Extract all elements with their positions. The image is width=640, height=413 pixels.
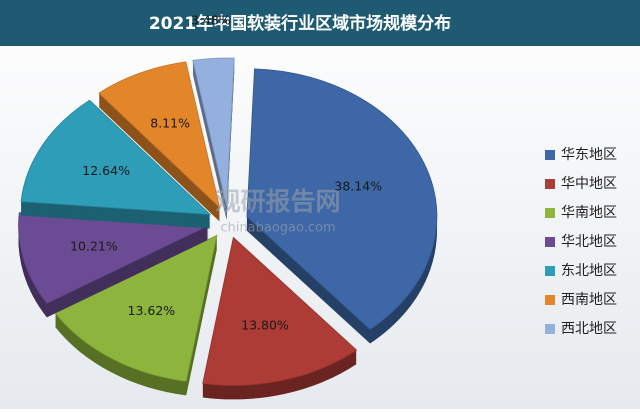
legend-swatch [545, 237, 555, 247]
slice [18, 212, 211, 304]
watermark: chinabaogao.com [220, 221, 335, 236]
legend-label: 华中地区 [561, 176, 617, 192]
watermark: 观研报告网 [215, 187, 340, 216]
legend-swatch [545, 324, 555, 334]
legend-label: 华东地区 [561, 147, 617, 163]
data-label: 10.21% [70, 238, 118, 253]
legend-label: 西南地区 [561, 292, 617, 308]
legend-swatch [545, 266, 555, 276]
legend-swatch [545, 295, 555, 305]
legend-label: 华北地区 [561, 234, 617, 250]
legend-label: 华南地区 [561, 205, 617, 221]
data-label: 8.11% [150, 116, 190, 131]
data-label: 13.80% [241, 317, 289, 332]
pie [18, 57, 438, 400]
slice [20, 99, 212, 216]
legend-swatch [545, 150, 555, 160]
slice [202, 236, 358, 386]
slice [98, 61, 221, 209]
legend-label: 西北地区 [561, 321, 617, 337]
chart-title: 2021年中国软装行业区域市场规模分布 [149, 13, 451, 34]
data-label: 3.48% [191, 12, 231, 27]
slice [54, 234, 218, 382]
header-bar [0, 0, 640, 46]
legend-swatch [545, 208, 555, 218]
data-label: 38.14% [334, 178, 382, 193]
data-label: 13.62% [128, 303, 176, 318]
slice [246, 68, 438, 330]
data-label: 12.64% [82, 163, 130, 178]
legend-swatch [545, 179, 555, 189]
legend-label: 东北地区 [561, 263, 617, 279]
slice [192, 57, 235, 207]
